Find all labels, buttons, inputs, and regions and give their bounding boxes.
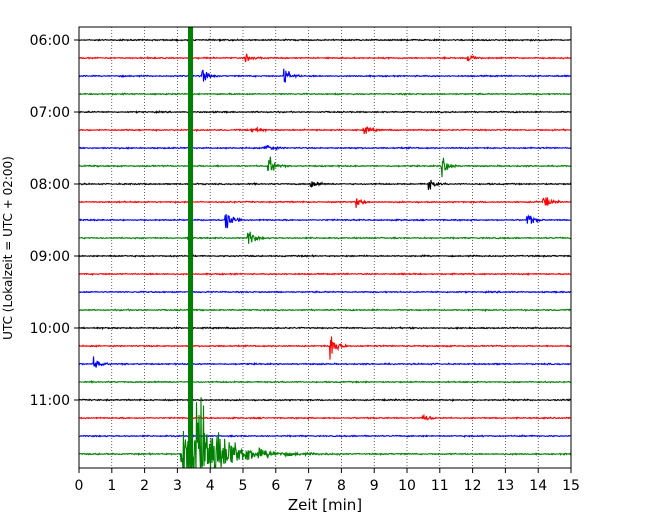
x-tick-label: 15 [562, 478, 580, 494]
plot-frame [78, 26, 572, 469]
y-tick-label: 06:00 [30, 33, 70, 49]
seismic-trace [79, 272, 571, 277]
x-tick-label: 11 [431, 478, 449, 494]
seismic-trace [79, 179, 571, 190]
seismic-trace [79, 326, 571, 331]
seismic-trace [79, 434, 571, 439]
x-tick-label: 12 [464, 478, 482, 494]
x-tick-label: 0 [75, 478, 84, 494]
seismic-trace [79, 356, 571, 368]
y-axis-label: UTC (Lokalzeit = UTC + 02:00) [1, 156, 15, 340]
x-tick-label: 2 [140, 478, 149, 494]
y-tick-label: 08:00 [30, 177, 70, 193]
x-tick-label: 1 [107, 478, 116, 494]
x-tick-label: 5 [239, 478, 248, 494]
seismic-trace [79, 213, 571, 229]
y-tick-label: 09:00 [30, 249, 70, 265]
seismic-trace [79, 308, 571, 313]
seismic-trace [79, 380, 571, 384]
seismic-trace [79, 290, 571, 294]
seismic-trace [79, 231, 571, 244]
seismic-trace [79, 397, 571, 468]
seismic-trace [79, 156, 571, 178]
x-tick-label: 14 [529, 478, 547, 494]
seismic-trace [79, 144, 571, 152]
seismic-trace [79, 336, 571, 360]
x-tick-label: 8 [337, 478, 346, 494]
x-tick-label: 7 [304, 478, 313, 494]
earthquake-main-spike [188, 27, 194, 464]
seismic-trace [79, 68, 571, 83]
x-tick-label: 6 [271, 478, 280, 494]
x-tick-label: 10 [398, 478, 416, 494]
seismic-trace [79, 413, 571, 422]
seismic-trace [79, 37, 571, 43]
seismic-trace [79, 109, 571, 115]
seismic-trace [79, 92, 571, 96]
y-tick-label: 07:00 [30, 105, 70, 121]
y-tick-label: 10:00 [30, 321, 70, 337]
x-axis: 0 1 2 3 4 5 6 7 8 9 10 11 12 13 14 15 [75, 468, 580, 494]
x-tick-label: 3 [173, 478, 182, 494]
trace-group [79, 27, 571, 468]
x-tick-label: 9 [370, 478, 379, 494]
seismic-trace [79, 197, 571, 209]
y-tick-label: 11:00 [30, 393, 70, 409]
seismic-trace [79, 254, 571, 259]
seismic-trace [79, 126, 571, 135]
y-axis: 06:00 07:00 08:00 09:00 10:00 11:00 [30, 33, 79, 409]
seismic-trace [79, 53, 571, 63]
x-tick-label: 4 [206, 478, 215, 494]
seismic-trace [79, 397, 571, 402]
x-tick-label: 13 [496, 478, 514, 494]
x-axis-label: Zeit [min] [288, 496, 362, 514]
